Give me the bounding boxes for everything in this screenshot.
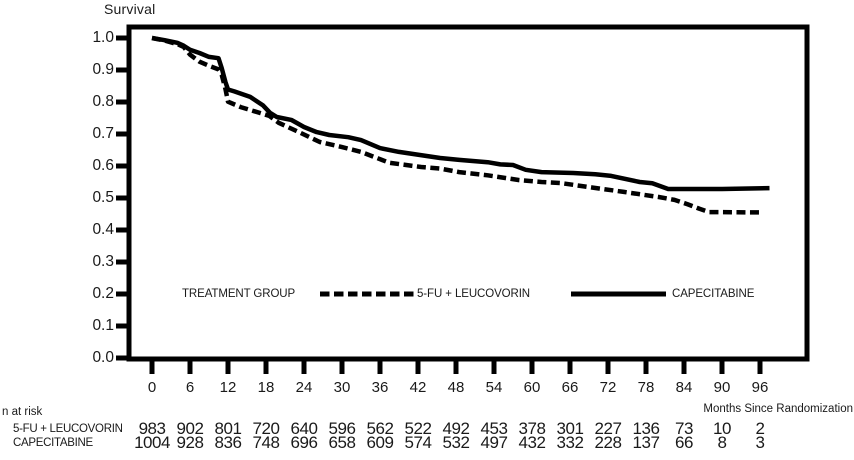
x-tick-label: 60 bbox=[523, 379, 541, 396]
x-tick-label: 0 bbox=[147, 379, 157, 396]
x-tick-label: 18 bbox=[257, 379, 275, 396]
legend-label-capecitabine: CAPECITABINE bbox=[672, 288, 755, 300]
risk-count: 574 bbox=[404, 433, 432, 452]
risk-count: 73 bbox=[675, 419, 693, 438]
y-tick-label: 1.0 bbox=[92, 29, 114, 46]
risk-count: 137 bbox=[632, 433, 660, 452]
risk-count: 3 bbox=[755, 433, 765, 452]
x-tick-label: 30 bbox=[333, 379, 351, 396]
y-tick-label: 0.8 bbox=[92, 93, 114, 110]
y-tick-label: 0.7 bbox=[92, 125, 114, 142]
risk-count: 228 bbox=[594, 433, 622, 452]
y-tick-label: 0.2 bbox=[92, 285, 114, 302]
risk-count: 378 bbox=[518, 419, 546, 438]
x-tick-label: 66 bbox=[561, 379, 579, 396]
y-tick-label: 0.6 bbox=[92, 157, 114, 174]
risk-count: 596 bbox=[328, 419, 356, 438]
chart-title: Survival bbox=[104, 1, 156, 17]
x-tick-label: 24 bbox=[295, 379, 313, 396]
risk-count: 492 bbox=[442, 419, 470, 438]
risk-count: 658 bbox=[328, 433, 356, 452]
x-tick-label: 36 bbox=[371, 379, 389, 396]
risk-count: 1004 bbox=[134, 433, 170, 452]
risk-row-label-5fu-leucovorin: 5-FU + LEUCOVORIN bbox=[13, 423, 123, 435]
risk-count: 8 bbox=[717, 433, 727, 452]
risk-count: 748 bbox=[252, 433, 280, 452]
x-tick-label: 12 bbox=[219, 379, 237, 396]
legend-heading: TREATMENT GROUP bbox=[182, 288, 296, 300]
risk-count: 532 bbox=[442, 433, 470, 452]
risk-count: 10 bbox=[713, 419, 731, 438]
series-line-solid bbox=[151, 35, 770, 192]
risk-count: 902 bbox=[176, 419, 204, 438]
risk-count: 301 bbox=[556, 419, 584, 438]
legend-label-5fu-leucovorin: 5-FU + LEUCOVORIN bbox=[417, 288, 531, 300]
risk-count: 836 bbox=[214, 433, 242, 452]
risk-count: 562 bbox=[366, 419, 394, 438]
risk-count: 136 bbox=[632, 419, 660, 438]
y-tick-label: 0.9 bbox=[92, 61, 114, 78]
x-tick-label: 90 bbox=[713, 379, 731, 396]
risk-count: 522 bbox=[404, 419, 432, 438]
risk-count: 2 bbox=[755, 419, 765, 438]
y-tick-label: 0.5 bbox=[92, 189, 114, 206]
risk-count: 640 bbox=[290, 419, 318, 438]
risk-table-heading: n at risk bbox=[2, 406, 43, 418]
x-axis-label: Months Since Randomization bbox=[703, 403, 853, 415]
risk-count: 453 bbox=[480, 419, 508, 438]
risk-count: 801 bbox=[214, 419, 242, 438]
risk-count: 928 bbox=[176, 433, 204, 452]
risk-count: 696 bbox=[290, 433, 318, 452]
risk-count: 720 bbox=[252, 419, 280, 438]
risk-count: 609 bbox=[366, 433, 394, 452]
plot-frame bbox=[126, 24, 810, 362]
x-tick-label: 42 bbox=[409, 379, 427, 396]
x-tick-label: 6 bbox=[185, 379, 195, 396]
x-tick-label: 78 bbox=[637, 379, 655, 396]
y-tick-label: 0.0 bbox=[92, 349, 114, 366]
x-tick-label: 48 bbox=[447, 379, 465, 396]
x-tick-label: 84 bbox=[675, 379, 693, 396]
x-tick-label: 72 bbox=[599, 379, 617, 396]
risk-count: 983 bbox=[138, 419, 166, 438]
risk-row-label-capecitabine: CAPECITABINE bbox=[13, 437, 93, 449]
y-tick-label: 0.1 bbox=[92, 317, 114, 334]
risk-count: 332 bbox=[556, 433, 584, 452]
x-tick-label: 96 bbox=[751, 379, 769, 396]
y-tick-label: 0.3 bbox=[92, 253, 114, 270]
risk-count: 497 bbox=[480, 433, 508, 452]
y-tick-label: 0.4 bbox=[92, 221, 114, 238]
x-tick-label: 54 bbox=[485, 379, 503, 396]
series-line-dashed bbox=[151, 35, 761, 215]
risk-count: 227 bbox=[594, 419, 622, 438]
risk-count: 66 bbox=[675, 433, 693, 452]
risk-count: 432 bbox=[518, 433, 546, 452]
